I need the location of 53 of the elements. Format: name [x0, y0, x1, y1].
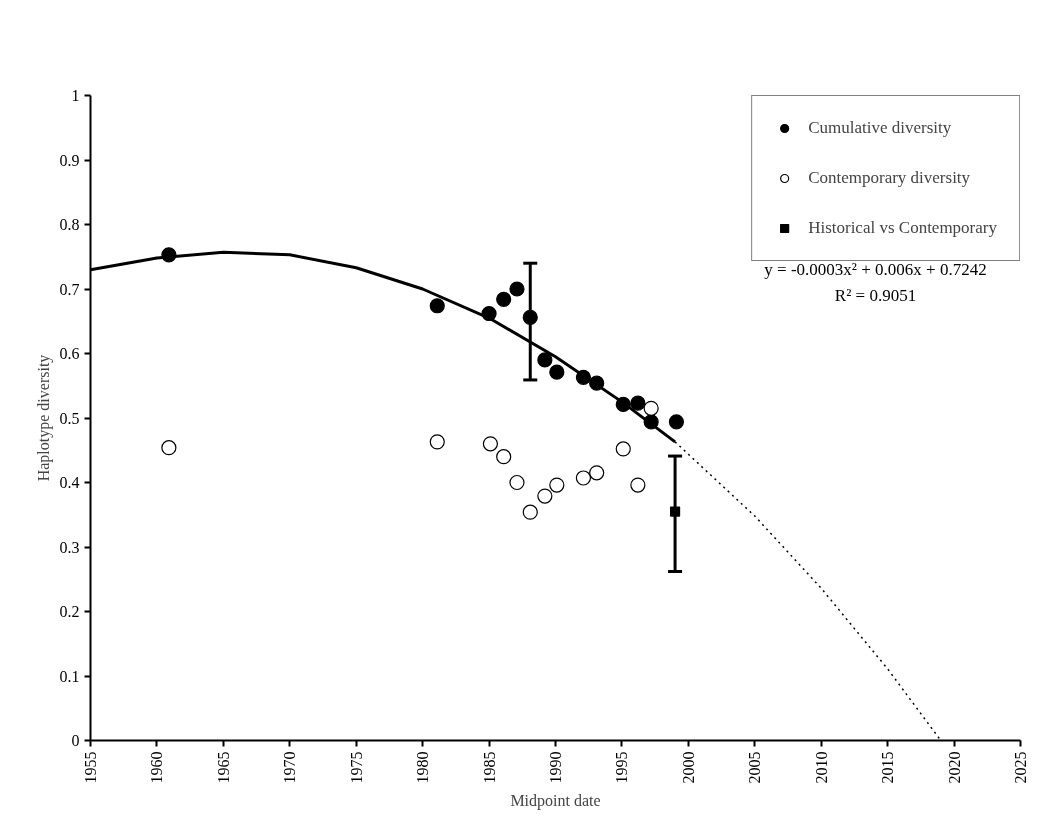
- point: [615, 441, 631, 457]
- point: [630, 395, 646, 411]
- point: [509, 281, 525, 297]
- x-tick-label: 1990: [547, 751, 564, 784]
- x-tick-label: 1995: [613, 751, 631, 784]
- point: [575, 470, 591, 486]
- x-tick-label: 1970: [281, 751, 299, 784]
- x-tick-label: 1975: [347, 751, 365, 784]
- point: [630, 477, 646, 493]
- x-tick-label: 2020: [945, 751, 963, 784]
- point: [643, 400, 659, 416]
- y-tick-label: 0.4: [59, 474, 80, 491]
- point: [496, 291, 512, 307]
- point: [522, 504, 538, 520]
- x-tick-label: 1955: [82, 751, 99, 784]
- annotation: R² = 0.9051: [834, 285, 917, 305]
- point: [429, 298, 445, 314]
- x-tick-label: 1980: [414, 751, 432, 784]
- y-tick-label: 0.6: [59, 345, 80, 362]
- point: [482, 436, 498, 452]
- point: [496, 449, 512, 465]
- point: [537, 488, 553, 504]
- x-tick-label: 2000: [679, 751, 697, 784]
- y-tick-label: 0.9: [59, 151, 80, 169]
- x-tick-label: 1985: [480, 751, 498, 784]
- x-tick-label: 2010: [812, 751, 830, 784]
- y-tick-label: 1: [71, 87, 80, 104]
- y-tick-label: 0.2: [59, 603, 80, 620]
- x-tick-label: 1960: [148, 751, 166, 784]
- point: [668, 414, 684, 430]
- point: [549, 364, 565, 380]
- point: [509, 474, 525, 491]
- y-tick-label: 0.7: [59, 280, 80, 298]
- point: [589, 465, 605, 481]
- y-tick-label: 0: [71, 732, 80, 749]
- legend-label: Historical vs Contemporary: [808, 218, 997, 238]
- x-axis-title: Midpoint date: [510, 791, 601, 810]
- point: [161, 440, 177, 456]
- point: [549, 477, 565, 493]
- point: [429, 434, 445, 450]
- y-tick-label: 0.3: [59, 538, 80, 556]
- legend-label: Cumulative diversity: [808, 118, 952, 138]
- annotation: y = -0.0003x² + 0.006x + 0.7242: [764, 259, 987, 279]
- y-tick-label: 0.5: [59, 409, 80, 427]
- y-axis-title: Haplotype diversity: [34, 354, 53, 482]
- x-tick-label: 2015: [879, 751, 897, 784]
- legend-label: Contemporary diversity: [808, 168, 971, 188]
- y-tick-label: 0.1: [59, 667, 80, 685]
- x-tick-label: 2025: [1012, 751, 1029, 784]
- x-tick-label: 2005: [746, 751, 764, 784]
- y-tick-label: 0.8: [59, 216, 80, 233]
- x-tick-label: 1965: [214, 751, 232, 784]
- point: [537, 352, 553, 368]
